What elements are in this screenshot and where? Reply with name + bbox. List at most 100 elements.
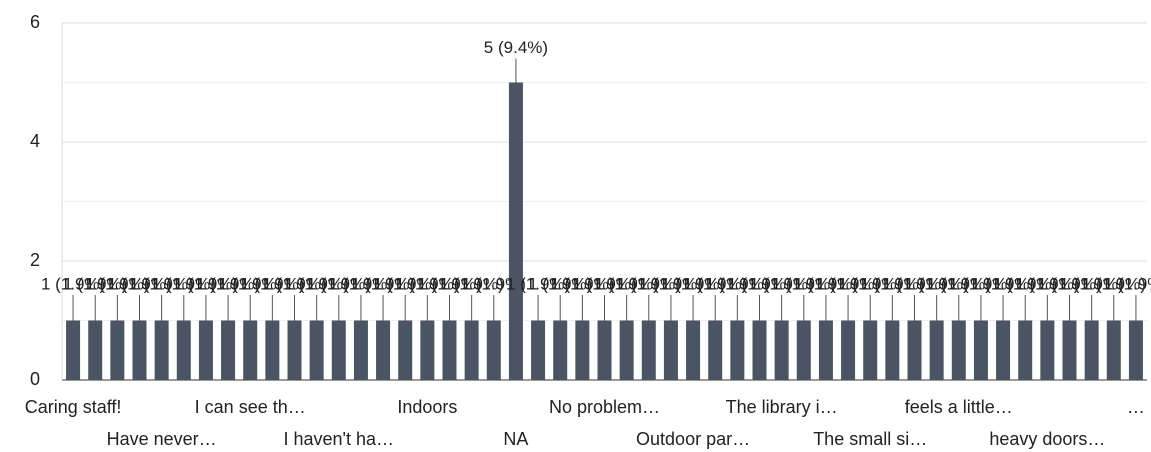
x-tick-label: No problem… (549, 397, 660, 417)
x-tick-label: NA (503, 429, 528, 449)
value-label: 1 (1.9%) (727, 274, 791, 293)
bar (973, 320, 988, 380)
bar (265, 320, 280, 380)
value-label: 1 (1.9%) (971, 274, 1035, 293)
value-label: 1 (1.9%) (395, 274, 459, 293)
bar (796, 320, 811, 380)
bar (996, 320, 1011, 380)
bar (331, 320, 346, 380)
value-label: 1 (1.9%) (705, 274, 769, 293)
bar (730, 320, 745, 380)
bar (464, 320, 479, 380)
bar (1040, 320, 1055, 380)
bar (531, 320, 546, 380)
value-label: 1 (1.9%) (196, 274, 260, 293)
value-label: 1 (1.9%) (993, 274, 1057, 293)
bar (641, 320, 656, 380)
bar (243, 320, 258, 380)
bar (287, 320, 302, 380)
value-label: 1 (1.9%) (639, 274, 703, 293)
value-label: 1 (1.9%) (1037, 274, 1101, 293)
bar (110, 320, 125, 380)
bar (841, 320, 856, 380)
bar (1106, 320, 1121, 380)
bar (553, 320, 568, 380)
value-label: 1 (1.9%) (927, 274, 991, 293)
bar (398, 320, 413, 380)
value-label: 1 (1.9%) (572, 274, 636, 293)
x-tick-label: Caring staff! (25, 397, 122, 417)
value-label: 1 (1.9%) (63, 274, 127, 293)
value-label: 1 (1.9%) (595, 274, 659, 293)
value-label: 1 (1.9%) (772, 274, 836, 293)
bar (907, 320, 922, 380)
bar (951, 320, 966, 380)
value-label: 1 (1.9%) (905, 274, 969, 293)
bar (1018, 320, 1033, 380)
value-label: 1 (1.9%) (506, 274, 570, 293)
x-tick-label: Outdoor par… (636, 429, 750, 449)
bar (486, 320, 501, 380)
bar (1062, 320, 1077, 380)
bar (575, 320, 590, 380)
value-label: 5 (9.4%) (484, 38, 548, 57)
value-label: 1 (1.9%) (750, 274, 814, 293)
x-tick-label: The small si… (813, 429, 927, 449)
value-label: 1 (1.9%) (262, 274, 326, 293)
value-label: 1 (1.9%) (218, 274, 282, 293)
bar (774, 320, 789, 380)
y-tick-label: 0 (30, 369, 40, 389)
value-label: 1 (1.9%) (661, 274, 725, 293)
bar (708, 320, 723, 380)
bar (818, 320, 833, 380)
y-tick-label: 6 (30, 12, 40, 32)
bar (597, 320, 612, 380)
value-label: 1 (1.9%) (329, 274, 393, 293)
bar (176, 320, 191, 380)
value-label: 1 (1.9%) (240, 274, 304, 293)
value-label: 1 (1.9%) (1015, 274, 1079, 293)
x-tick-label: heavy doors… (989, 429, 1105, 449)
bar (442, 320, 457, 380)
bar (353, 320, 368, 380)
bar (376, 320, 391, 380)
value-label: 1 (1.9%) (351, 274, 415, 293)
value-label: 1 (1.9%) (1082, 274, 1146, 293)
x-tick-label: Have never… (107, 429, 217, 449)
value-label: 1 (1.9%) (550, 274, 614, 293)
bar (154, 320, 169, 380)
bar (885, 320, 900, 380)
bar (221, 320, 236, 380)
bar (752, 320, 767, 380)
bar (420, 320, 435, 380)
value-label: 1 (1.9%) (860, 274, 924, 293)
value-label: 1 (1.9%) (152, 274, 216, 293)
bar (66, 320, 81, 380)
value-label: 1 (1.9%) (617, 274, 681, 293)
value-label: 1 (1.9%) (285, 274, 349, 293)
value-label: 1 (1.9%) (41, 274, 105, 293)
bar (88, 320, 103, 380)
value-label: 1 (1.9%) (838, 274, 902, 293)
value-label: 1 (1.9%) (307, 274, 371, 293)
value-label: 1 (1.9%) (417, 274, 481, 293)
bar (929, 320, 944, 380)
y-tick-label: 2 (30, 250, 40, 270)
x-tick-label: The library i… (726, 397, 838, 417)
x-tick-label: I can see th… (195, 397, 306, 417)
bar (198, 320, 213, 380)
x-tick-label: Indoors (397, 397, 457, 417)
y-tick-label: 4 (30, 131, 40, 151)
value-label: 1 (1.9%) (816, 274, 880, 293)
bar (309, 320, 324, 380)
bar (508, 82, 523, 380)
bar (1084, 320, 1099, 380)
bar (1128, 320, 1143, 380)
bar (663, 320, 678, 380)
value-label: 1 (1.9%) (1104, 274, 1151, 293)
bar (686, 320, 701, 380)
value-label: 1 (1.9%) (174, 274, 238, 293)
value-label: 1 (1.9%) (1060, 274, 1124, 293)
